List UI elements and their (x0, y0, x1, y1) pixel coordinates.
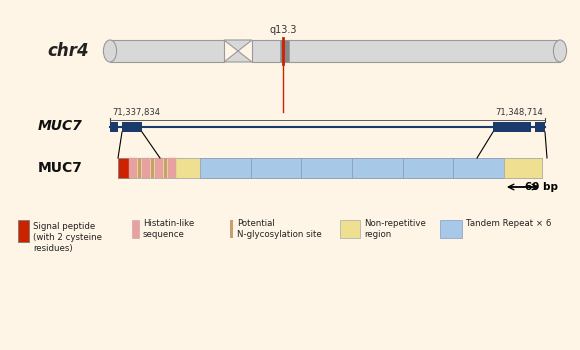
Bar (110, 122, 118, 132)
Text: 71,348,714: 71,348,714 (495, 108, 543, 117)
Bar (118, 158, 542, 178)
Bar (280, 40, 289, 62)
Text: Tandem Repeat × 6: Tandem Repeat × 6 (466, 219, 552, 228)
Bar (340, 220, 360, 238)
Bar (122, 122, 142, 132)
Bar (230, 220, 233, 238)
Bar (504, 158, 542, 178)
Bar (252, 40, 560, 62)
Ellipse shape (103, 40, 117, 62)
Text: Potential
N-glycosylation site: Potential N-glycosylation site (237, 219, 322, 239)
Text: Signal peptide
(with 2 cysteine
residues): Signal peptide (with 2 cysteine residues… (33, 222, 102, 253)
Text: q13.3: q13.3 (269, 25, 297, 35)
Bar (151, 158, 154, 178)
Text: MUC7: MUC7 (38, 161, 82, 175)
Ellipse shape (553, 40, 567, 62)
Bar (200, 158, 251, 178)
Bar (251, 158, 302, 178)
Bar (168, 158, 176, 178)
Bar (493, 122, 531, 132)
Bar (138, 158, 141, 178)
Bar (18, 220, 29, 242)
Text: 69 bp: 69 bp (525, 182, 558, 192)
Bar (535, 122, 545, 132)
Text: MUC7: MUC7 (38, 119, 82, 133)
Text: Non-repetitive
region: Non-repetitive region (364, 219, 426, 239)
Polygon shape (224, 40, 252, 51)
Text: chr4: chr4 (47, 42, 89, 60)
Bar (155, 158, 163, 178)
Bar (403, 158, 454, 178)
Bar (118, 158, 129, 178)
Bar (132, 220, 139, 238)
Bar (352, 158, 403, 178)
Text: 71,337,834: 71,337,834 (112, 108, 160, 117)
Bar (454, 158, 504, 178)
Bar (440, 220, 462, 238)
Polygon shape (224, 51, 252, 62)
Bar (164, 158, 167, 178)
Bar (302, 158, 352, 178)
Bar (110, 40, 224, 62)
Bar (142, 158, 150, 178)
Bar (129, 158, 137, 178)
Text: Histatin-like
sequence: Histatin-like sequence (143, 219, 194, 239)
